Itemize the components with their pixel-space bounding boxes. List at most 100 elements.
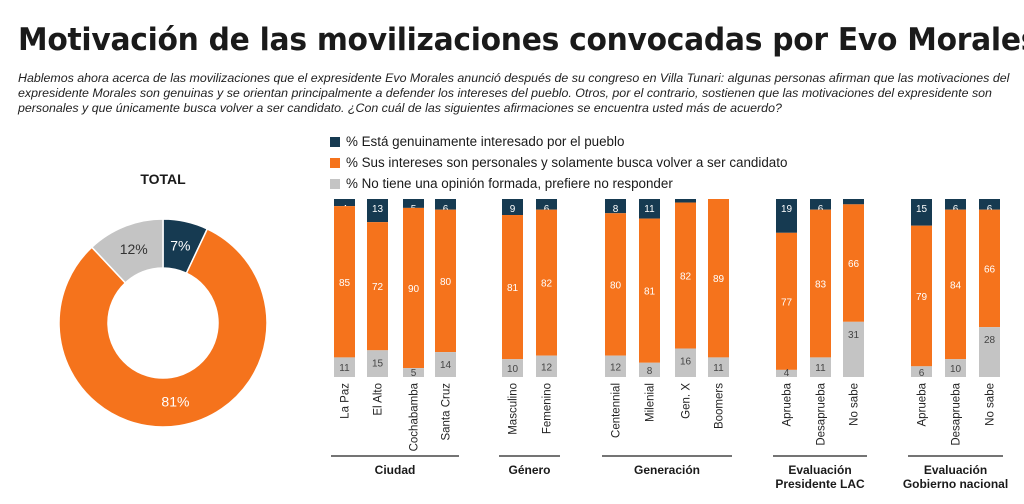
bar-segment-personal (810, 209, 831, 358)
legend-item-no-opinion: % No tiene una opinión formada, prefiere… (330, 173, 787, 194)
donut-slice-personal (58, 227, 268, 428)
donut-label-personal: 81% (161, 394, 189, 410)
chart-subtitle: Hablemos ahora acerca de las movilizacio… (18, 71, 1010, 115)
bar-label-no-opinion: 14 (440, 360, 452, 371)
bar-label-personal: 80 (610, 280, 622, 291)
legend-swatch-personal (330, 157, 340, 168)
bar-label-personal: 79 (916, 292, 928, 303)
bar-segment-no-opinion (639, 362, 660, 377)
bar-segment-personal (843, 204, 864, 322)
group-label: Gobierno nacional (903, 477, 1008, 491)
donut-title: TOTAL (140, 171, 186, 187)
category-label: Aprueba (917, 382, 929, 426)
bar-label-no-opinion: 16 (680, 357, 692, 368)
group-label: Evaluación (788, 463, 851, 477)
bar-label-personal: 72 (372, 282, 384, 293)
bar-segment-personal (605, 213, 626, 356)
legend-swatch-genuine (330, 136, 340, 147)
category-label: No sabe (849, 383, 861, 426)
bar-label-no-opinion: 11 (815, 363, 826, 374)
category-label: Desaprueba (951, 382, 963, 445)
bar-segment-personal (435, 209, 456, 353)
bar-segment-personal (675, 202, 696, 349)
bar-segment-no-opinion (403, 368, 424, 377)
bar-segment-no-opinion (708, 357, 729, 377)
bar-segment-genuine (334, 199, 355, 207)
category-label: Masculino (508, 383, 520, 435)
bar-segment-no-opinion (502, 359, 523, 377)
bar-segment-personal (367, 222, 388, 351)
bar-segment-genuine (367, 199, 388, 223)
bar-label-personal: 66 (984, 264, 996, 275)
bar-segment-no-opinion (810, 357, 831, 377)
category-label: Milenial (645, 383, 657, 422)
donut-label-no-opinion: 12% (120, 241, 148, 257)
bar-label-personal: 83 (815, 280, 827, 291)
bar-segment-no-opinion (675, 348, 696, 377)
bar-label-personal: 81 (507, 283, 519, 294)
category-label: Gen. X (681, 383, 693, 419)
bar-label-no-opinion: 4 (784, 368, 790, 379)
bar-segment-genuine (536, 199, 557, 210)
bar-segment-no-opinion (435, 352, 456, 377)
legend-label-genuine: % Está genuinamente interesado por el pu… (346, 134, 625, 149)
bar-label-genuine: 6 (953, 204, 959, 215)
donut-slice-no-opinion (90, 218, 164, 284)
bar-segment-genuine (979, 199, 1000, 210)
bar-segment-no-opinion (945, 359, 966, 377)
category-label: El Alto (373, 383, 385, 416)
bar-segment-no-opinion (536, 355, 557, 377)
bar-label-genuine: 6 (544, 204, 550, 215)
bar-segment-genuine (435, 199, 456, 210)
bar-segment-no-opinion (776, 369, 797, 377)
bar-segment-no-opinion (979, 327, 1000, 377)
chart-title: Motivación de las movilizaciones convoca… (18, 22, 1024, 58)
bar-label-no-opinion: 11 (713, 363, 724, 374)
bar-segment-no-opinion (843, 321, 864, 377)
bar-segment-genuine (810, 199, 831, 210)
bar-label-no-opinion: 6 (919, 368, 925, 379)
bar-label-genuine: 9 (510, 204, 516, 215)
bar-label-no-opinion: 31 (848, 330, 860, 341)
category-label: Femenino (542, 383, 554, 434)
bar-segment-genuine (911, 199, 932, 226)
bar-label-personal: 89 (713, 274, 725, 285)
bar-label-no-opinion: 12 (541, 362, 553, 373)
legend-item-personal: % Sus intereses son personales y solamen… (330, 152, 787, 173)
bar-label-no-opinion: 12 (610, 362, 622, 373)
group-label: Generación (634, 463, 700, 477)
bar-segment-personal (911, 225, 932, 367)
bar-segment-personal (536, 209, 557, 356)
category-label: Santa Cruz (441, 383, 453, 441)
category-label: Aprueba (782, 382, 794, 426)
bar-segment-no-opinion (367, 350, 388, 377)
group-label: Evaluación (924, 463, 987, 477)
bar-segment-no-opinion (334, 357, 355, 377)
bar-label-genuine: 11 (644, 204, 655, 215)
bar-label-personal: 77 (781, 297, 793, 308)
bar-label-genuine: 15 (916, 204, 928, 215)
bar-segment-personal (403, 207, 424, 369)
category-label: La Paz (340, 383, 352, 419)
legend-label-personal: % Sus intereses son personales y solamen… (346, 155, 788, 170)
bar-segment-personal (776, 232, 797, 370)
legend-swatch-no-opinion (330, 178, 340, 189)
bar-label-personal: 85 (339, 278, 351, 289)
bar-label-personal: 66 (848, 259, 860, 270)
bar-segment-genuine (843, 199, 864, 205)
group-label: Género (508, 463, 550, 477)
bar-label-genuine: 6 (987, 204, 993, 215)
bar-segment-personal (945, 209, 966, 360)
bar-segment-personal (979, 209, 1000, 328)
bar-label-genuine: 13 (372, 204, 384, 215)
category-label: Cochabamba (409, 382, 421, 451)
group-label: Ciudad (375, 463, 416, 477)
bar-segment-genuine (502, 199, 523, 216)
bar-label-no-opinion: 10 (507, 364, 519, 375)
bar-label-no-opinion: 15 (372, 358, 384, 369)
donut-label-genuine: 7% (170, 237, 190, 253)
bar-label-personal: 81 (644, 287, 656, 298)
group-label: Presidente LAC (775, 477, 865, 491)
bar-label-no-opinion: 5 (411, 368, 417, 379)
category-label: Desaprueba (816, 382, 828, 445)
